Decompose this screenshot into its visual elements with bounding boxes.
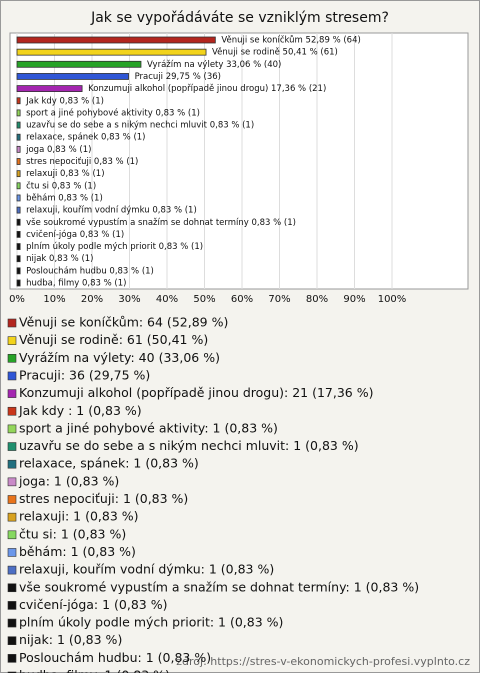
legend-label: Vyrážím na výlety: 40 (33,06 %) <box>19 350 220 365</box>
legend-label: plním úkoly podle mých priorit: 1 (0,83 … <box>19 615 283 630</box>
bar <box>16 73 129 80</box>
legend-label: Poslouchám hudbu: 1 (0,83 %) <box>19 650 211 665</box>
legend-swatch <box>7 530 17 540</box>
legend-label: vše soukromé vypustím a snažím se dohnat… <box>19 579 419 594</box>
bar <box>16 97 21 105</box>
x-tick-label: 20% <box>81 294 103 305</box>
legend-label: Jak kdy : 1 (0,83 %) <box>18 403 142 418</box>
bar-label: Jak kdy 0,83 % (1) <box>25 96 104 106</box>
legend-swatch <box>7 318 17 328</box>
legend-swatch <box>7 654 17 663</box>
legend-label: uzavřu se do sebe a s nikým nechci mluvi… <box>19 438 359 453</box>
legend-swatch <box>7 336 17 345</box>
bar <box>16 243 21 250</box>
source: zdroj: https://stres-v-ekonomickych-prof… <box>176 655 470 668</box>
bar-label: Věnuji se koníčkům 52,89 % (64) <box>221 35 360 46</box>
legend-swatch <box>7 442 17 451</box>
legend-label: relaxuji, kouřím vodní dýmku: 1 (0,83 %) <box>19 562 274 577</box>
bar-label: Vyrážím na výlety 33,06 % (40) <box>147 60 281 70</box>
legend-label: Pracuji: 36 (29,75 %) <box>19 367 150 382</box>
legend-swatch <box>7 495 17 504</box>
bar-label: sport a jiné pohybové aktivity 0,83 % (1… <box>26 107 200 118</box>
bar-label: vše soukromé vypustím a snažím se dohnat… <box>26 217 296 228</box>
x-tick-label: 60% <box>231 294 253 305</box>
legend-label: nijak: 1 (0,83 %) <box>19 632 122 647</box>
bar <box>16 279 21 287</box>
x-tick-label: 70% <box>268 294 290 305</box>
bar-label: relaxuji, kouřím vodní dýmku 0,83 % (1) <box>26 206 197 216</box>
bar-label: plním úkoly podle mých priorit 0,83 % (1… <box>26 242 203 252</box>
x-tick-label: 10% <box>43 294 65 305</box>
bar <box>16 206 21 214</box>
legend-label: relaxace, spánek: 1 (0,83 %) <box>19 456 199 471</box>
bar <box>16 133 21 141</box>
legend-label: čtu si: 1 (0,83 %) <box>19 526 126 541</box>
legend-label: sport a jiné pohybové aktivity: 1 (0,83 … <box>19 420 278 435</box>
legend-label: Konzumuji alkohol (popřípadě jinou drogu… <box>19 385 373 400</box>
legend-label: stres nepociťuji: 1 (0,83 %) <box>19 491 188 506</box>
x-tick-label: 90% <box>343 294 365 305</box>
x-tick-label: 80% <box>306 294 328 305</box>
legend-label: běhám: 1 (0,83 %) <box>19 544 136 559</box>
legend-swatch <box>7 389 17 398</box>
legend-swatch <box>7 565 17 575</box>
legend-swatch <box>7 406 17 416</box>
legend-label: cvičení-jóga: 1 (0,83 %) <box>19 597 167 612</box>
legend-swatch <box>7 424 17 434</box>
bar <box>16 85 83 92</box>
bar <box>16 158 21 165</box>
bar-label: Poslouchám hudbu 0,83 % (1) <box>26 266 154 276</box>
x-tick-label: 50% <box>193 294 215 305</box>
bar <box>16 145 21 153</box>
legend-swatch <box>7 459 17 469</box>
bar-label: čtu si 0,83 % (1) <box>26 180 96 191</box>
legend-swatch <box>7 353 17 363</box>
bar <box>16 109 21 117</box>
bar-label: Konzumuji alkohol (popřípadě jinou drogu… <box>88 84 326 94</box>
legend-swatch <box>7 601 17 610</box>
bar-label: běhám 0,83 % (1) <box>26 193 103 203</box>
bar <box>16 48 207 56</box>
x-tick-label: 40% <box>156 294 178 305</box>
bar <box>16 230 21 238</box>
bar <box>16 267 21 275</box>
bar-label: relaxuji 0,83 % (1) <box>26 169 104 179</box>
legend-label: Věnuji se koníčkům: 64 (52,89 %) <box>19 315 228 330</box>
chart-title: Jak se vypořádáváte se vzniklým stresem? <box>90 10 389 26</box>
bar-label: uzavřu se do sebe a s nikým nechci mluvi… <box>26 121 254 131</box>
bar-label: joga 0,83 % (1) <box>25 145 91 155</box>
bar-label: Pracuji 29,75 % (36) <box>135 72 221 82</box>
bar-label: relaxace, spánek 0,83 % (1) <box>26 133 145 143</box>
legend-label: hudba, filmy: 1 (0,83 %) <box>19 668 170 673</box>
bar <box>16 218 21 226</box>
x-tick-label: 100% <box>378 294 407 305</box>
legend-label: Věnuji se rodině: 61 (50,41 %) <box>19 332 208 347</box>
x-tick-label: 0% <box>9 294 25 305</box>
bar-label: stres nepociťuji 0,83 % (1) <box>26 157 138 167</box>
bar-label: hudba, filmy 0,83 % (1) <box>26 279 126 289</box>
bar <box>16 36 216 44</box>
x-tick-label: 30% <box>118 294 140 305</box>
legend-swatch <box>7 371 17 381</box>
legend-swatch <box>7 512 17 522</box>
legend-label: joga: 1 (0,83 %) <box>18 473 119 488</box>
legend-label: relaxuji: 1 (0,83 %) <box>19 509 139 524</box>
bar <box>16 60 142 68</box>
bar <box>16 121 21 129</box>
bar-label: cvičení-jóga 0,83 % (1) <box>26 229 124 240</box>
bar <box>16 194 21 202</box>
legend-swatch <box>7 636 17 646</box>
bar <box>16 255 21 263</box>
legend-swatch <box>7 548 17 557</box>
legend-swatch <box>7 477 17 487</box>
legend-swatch <box>7 618 17 628</box>
bar-label: nijak 0,83 % (1) <box>26 254 93 264</box>
bar-label: Věnuji se rodině 50,41 % (61) <box>212 48 338 58</box>
bar <box>16 182 21 190</box>
legend-swatch <box>7 583 17 593</box>
bar <box>16 170 21 178</box>
